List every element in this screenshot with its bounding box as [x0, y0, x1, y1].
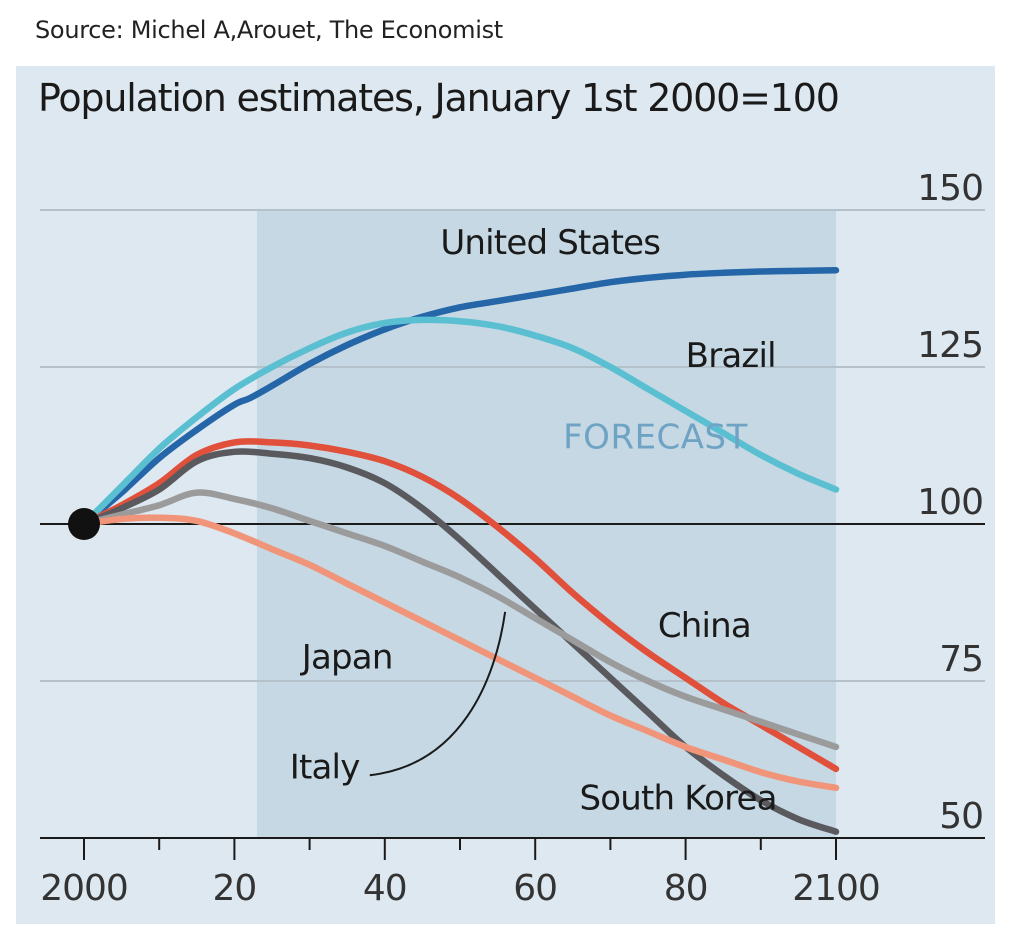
x-tick-label: 20: [212, 868, 256, 909]
x-tick-label: 2100: [792, 868, 880, 909]
x-tick-label: 2000: [40, 868, 128, 909]
tick-layer: 2000 20 40 60 80 2100 50 75 100 125 150: [40, 168, 984, 909]
x-tick-label: 40: [363, 868, 407, 909]
series-label-china: China: [658, 606, 751, 646]
y-tick-label: 125: [917, 325, 983, 366]
y-tick-label: 75: [939, 639, 983, 680]
start-point-marker: [68, 508, 100, 540]
series-layer: [80, 267, 840, 835]
y-tick-label: 150: [917, 168, 983, 209]
marker-layer: [68, 508, 100, 540]
chart-title: Population estimates, January 1st 2000=1…: [38, 76, 840, 120]
x-tick-label: 60: [513, 868, 557, 909]
series-label-united-states: United States: [440, 223, 660, 263]
series-line-south-korea: [80, 448, 840, 835]
y-tick-label: 50: [939, 796, 983, 837]
forecast-label: FORECAST: [563, 418, 748, 458]
grid-layer: [40, 209, 985, 682]
x-tick-label: 80: [664, 868, 708, 909]
series-label-italy: Italy: [290, 747, 360, 787]
series-line-china: [80, 438, 840, 773]
series-label-brazil: Brazil: [686, 336, 776, 376]
series-label-japan: Japan: [300, 637, 393, 677]
series-line-brazil: [80, 316, 840, 528]
y-tick-label: 100: [917, 482, 983, 523]
source-note: Source: Michel A,Arouet, The Economist: [35, 16, 503, 44]
series-line-italy: [80, 489, 840, 751]
series-label-south-korea: South Korea: [579, 779, 776, 819]
series-line-united-states: [80, 267, 840, 528]
label-layer: United States Brazil FORECAST China Japan Ita…: [290, 223, 778, 819]
italy-leader-line: [369, 611, 507, 777]
series-line-japan: [80, 514, 840, 792]
